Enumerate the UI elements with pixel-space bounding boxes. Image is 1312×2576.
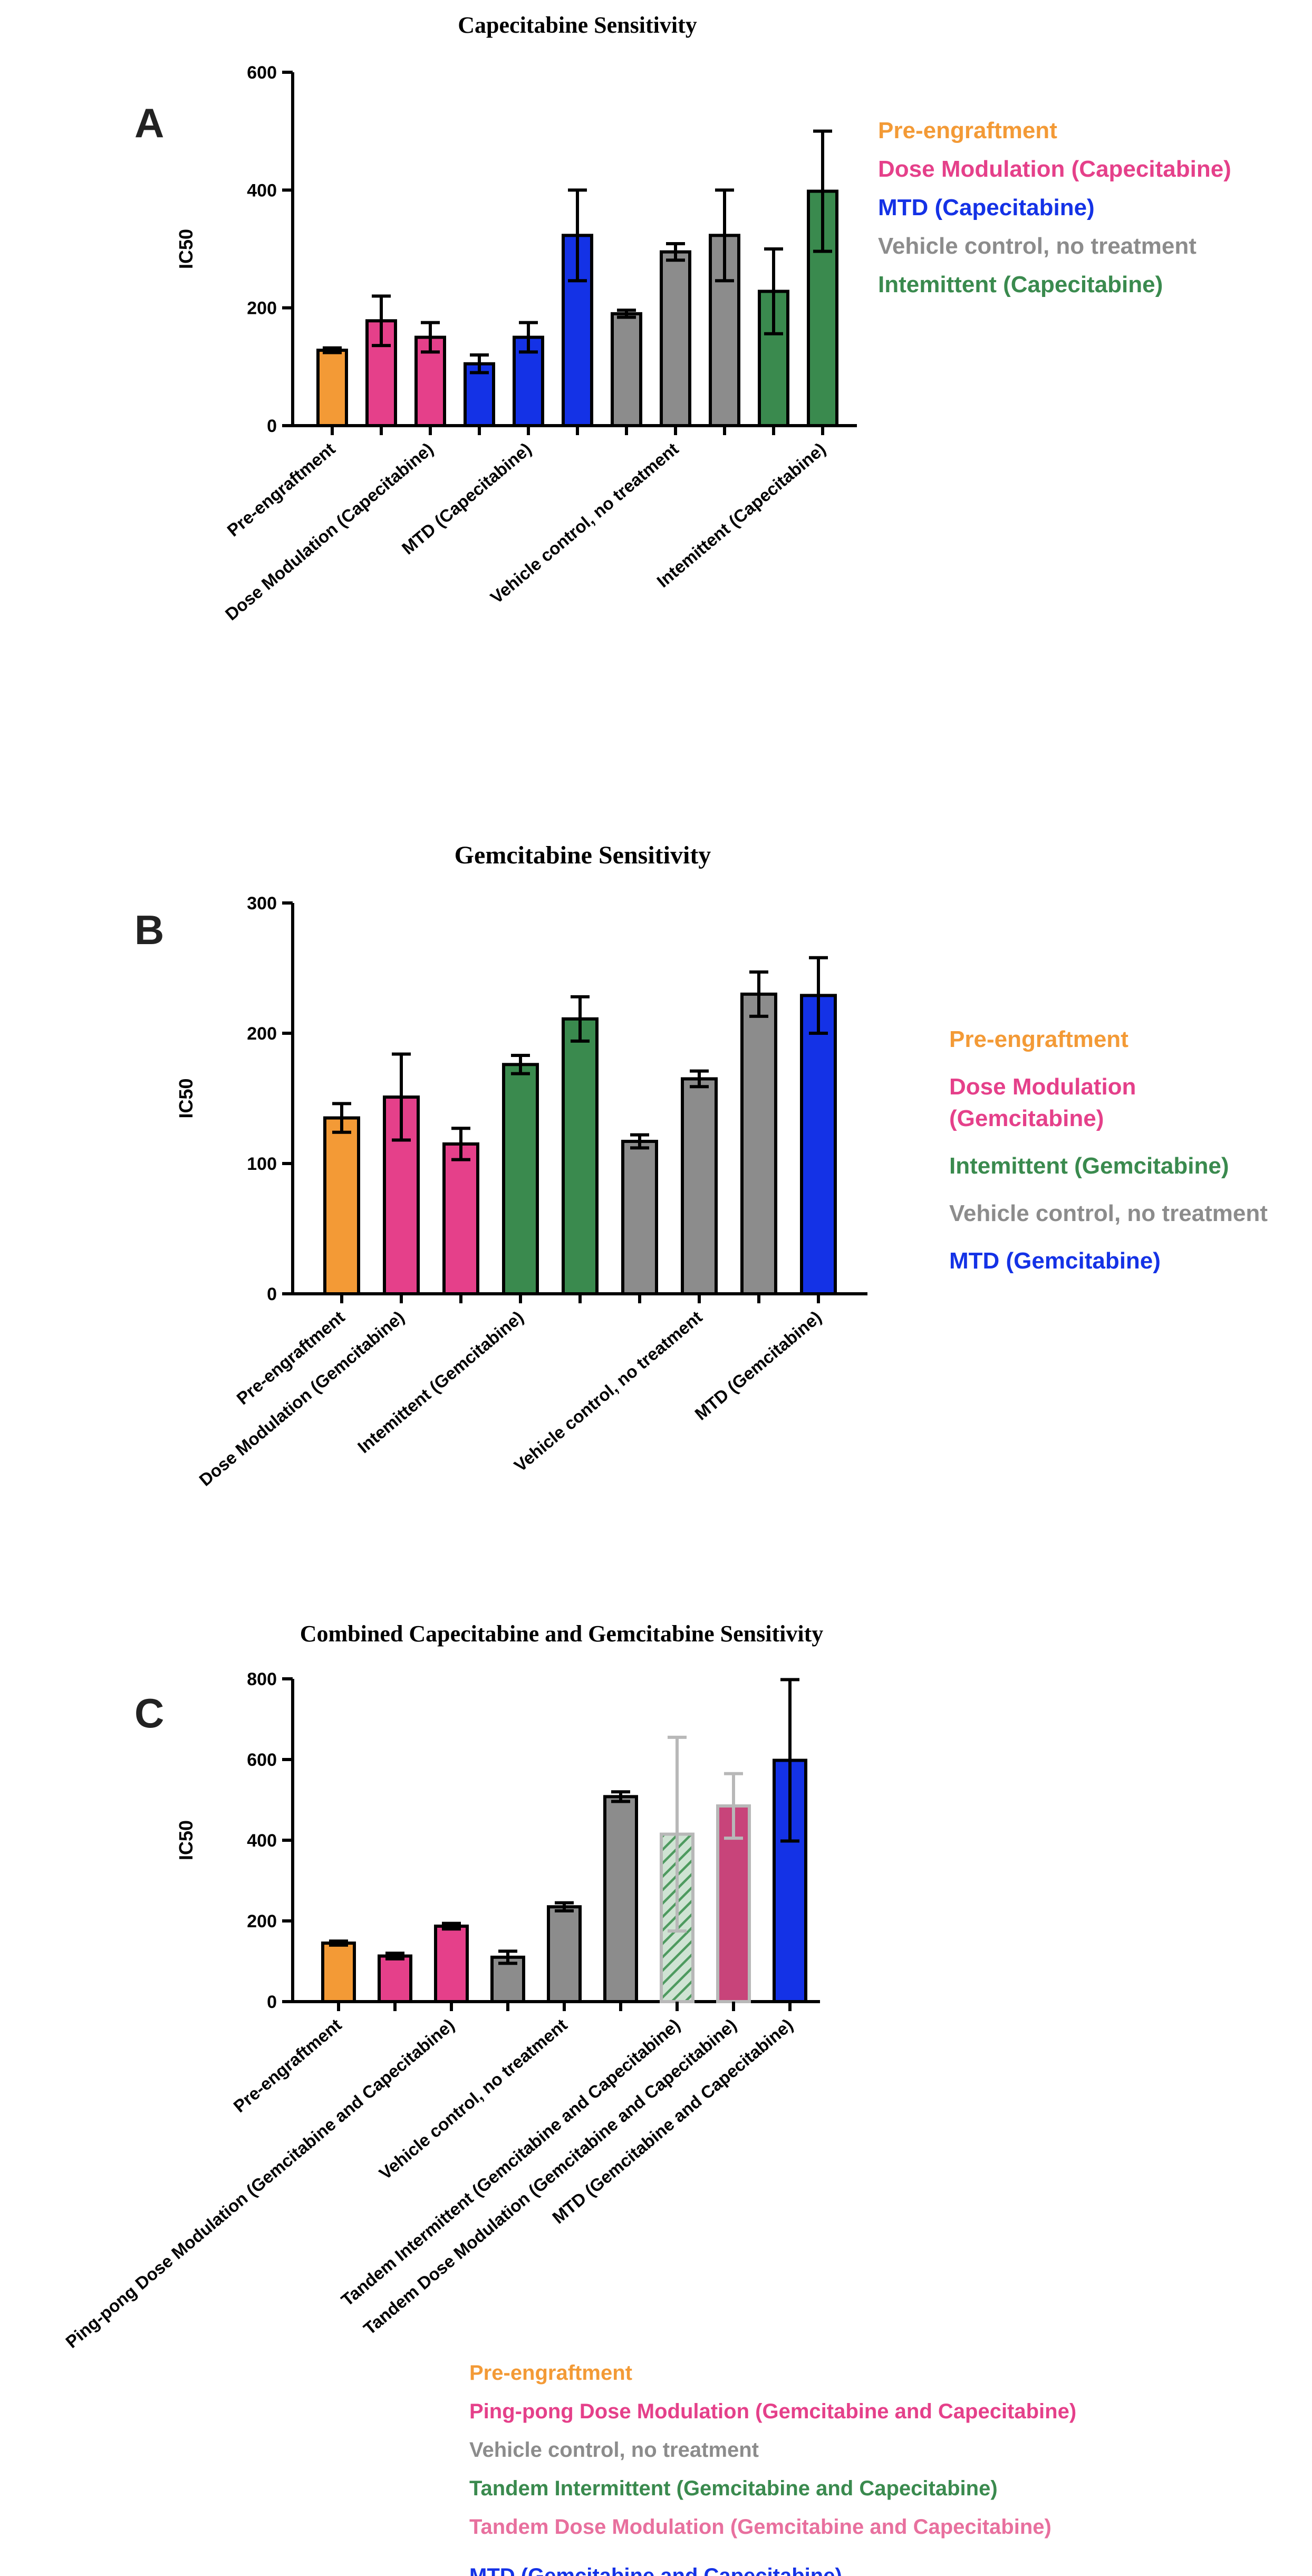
legend-entry: Vehicle control, no treatment: [469, 2438, 759, 2462]
bar: [378, 1954, 412, 2003]
y-tick-label: 200: [247, 1911, 277, 1931]
legend-entry: MTD (Capecitabine): [878, 195, 1095, 220]
panel-c: C Combined Capecitabine and Gemcitabine S…: [62, 1621, 1076, 2576]
bar: [681, 1077, 718, 1295]
legend-entry: MTD (Gemcitabine and Capecitabine): [469, 2564, 842, 2576]
y-tick-label: 0: [267, 1284, 277, 1304]
chart-title: Gemcitabine Sensitivity: [455, 841, 711, 869]
y-tick-label: 0: [267, 416, 277, 436]
legend-entry: Pre-engraftment: [469, 2361, 632, 2385]
category-label: Dose Modulation (Capecitabine): [221, 439, 437, 624]
chart-title: Combined Capecitabine and Gemcitabine Se…: [300, 1621, 824, 1647]
bar: [611, 312, 642, 427]
panel-letter: B: [134, 907, 164, 953]
category-label: Pre-engraftment: [229, 2015, 345, 2116]
legend-entry: MTD (Gemcitabine): [949, 1248, 1161, 1274]
legend-entry: Tandem Dose Modulation (Gemcitabine and …: [469, 2515, 1051, 2539]
y-tick-label: 600: [247, 1750, 277, 1770]
legend-entry: Tandem Intermittent (Gemcitabine and Cap…: [469, 2477, 998, 2500]
y-axis-label: IC50: [175, 1820, 197, 1860]
bar: [621, 1140, 658, 1295]
category-label: Intemittent (Capecitabine): [653, 439, 829, 591]
bar: [316, 349, 348, 427]
y-tick-label: 800: [247, 1669, 277, 1689]
y-axis-label: IC50: [175, 1078, 197, 1118]
bar: [434, 1924, 469, 2004]
panel-letter: A: [134, 100, 164, 146]
y-axis-label: IC50: [175, 229, 197, 269]
legend-entry: Ping-pong Dose Modulation (Gemcitabine a…: [469, 2400, 1076, 2423]
bar: [442, 1142, 479, 1295]
bar: [603, 1795, 638, 2003]
bar: [502, 1063, 539, 1296]
panel-b: B Gemcitabine Sensitivity IC50 0 100 200 300 Pr…: [134, 841, 1268, 1490]
panel-letter: C: [134, 1690, 164, 1736]
y-tick-label: 400: [247, 180, 277, 200]
legend-entry: Intemittent (Capecitabine): [878, 272, 1163, 297]
category-label: Vehicle control, no treatment: [510, 1307, 706, 1475]
bar: [800, 994, 837, 1295]
legend-entry: Vehicle control, no treatment: [949, 1200, 1268, 1226]
legend-entry: Vehicle control, no treatment: [878, 233, 1197, 259]
legend-entry: Pre-engraftment: [949, 1026, 1128, 1052]
category-label: MTD (Gemcitabine and Capecitabine): [548, 2015, 796, 2227]
panel-a: A Capecitabine Sensitivity IC50 0 200 400 600 P…: [134, 12, 1231, 624]
category-label: Pre-engraftment: [233, 1307, 348, 1408]
chart-title: Capecitabine Sensitivity: [458, 12, 697, 38]
bar: [562, 1017, 599, 1295]
category-label: Dose Modulation (Gemcitabine): [195, 1307, 408, 1490]
bar: [660, 250, 691, 427]
bar: [323, 1116, 360, 1296]
legend-entry: Pre-engraftment: [878, 118, 1057, 143]
y-tick-label: 400: [247, 1831, 277, 1851]
y-tick-label: 200: [247, 1024, 277, 1044]
y-tick-label: 0: [267, 1992, 277, 2012]
category-label: Vehicle control, no treatment: [375, 2015, 571, 2183]
bar: [740, 992, 777, 1295]
legend-entry: Dose Modulation (Capecitabine): [878, 156, 1231, 182]
legend-entry: Dose Modulation (Gemcitabine): [949, 1074, 1136, 1131]
y-tick-label: 300: [247, 893, 277, 914]
y-tick-label: 200: [247, 299, 277, 319]
bar: [547, 1905, 582, 2004]
bar: [321, 1941, 356, 2003]
y-tick-label: 600: [247, 63, 277, 83]
category-label: MTD (Gemcitabine): [691, 1307, 825, 1424]
legend-entry: Intemittent (Gemcitabine): [949, 1153, 1229, 1179]
y-tick-label: 100: [247, 1154, 277, 1174]
